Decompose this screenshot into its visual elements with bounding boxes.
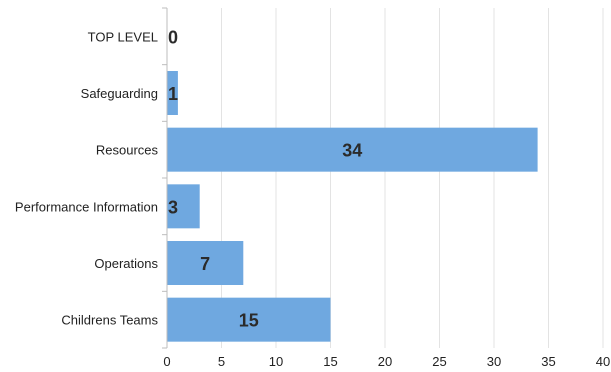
category-label: Safeguarding bbox=[81, 86, 158, 101]
x-tick-label-40: 40 bbox=[596, 354, 610, 369]
grid-lines bbox=[221, 8, 604, 348]
axes bbox=[162, 7, 168, 349]
data-label: 34 bbox=[342, 141, 362, 161]
bar-performance-information bbox=[167, 184, 200, 229]
data-label: 0 bbox=[168, 27, 178, 47]
x-tick-label-20: 20 bbox=[378, 354, 392, 369]
data-label: 1 bbox=[168, 84, 178, 104]
x-tick-label-10: 10 bbox=[269, 354, 283, 369]
category-label: Operations bbox=[94, 256, 158, 271]
bar-childrens-teams bbox=[167, 297, 331, 342]
x-tick-label-35: 35 bbox=[541, 354, 555, 369]
x-tick-label-15: 15 bbox=[323, 354, 337, 369]
data-label: 15 bbox=[239, 311, 259, 331]
category-label: Childrens Teams bbox=[61, 313, 158, 328]
labels: 0 5 10 15 20 25 30 35 40 TOP LEVEL 0 Safeguarding 1 R… bbox=[15, 27, 610, 369]
bar-resources bbox=[167, 127, 538, 172]
x-tick-label-25: 25 bbox=[432, 354, 446, 369]
x-tick-label-0: 0 bbox=[163, 354, 170, 369]
bar-safeguarding bbox=[167, 71, 178, 115]
bars bbox=[167, 71, 538, 342]
x-tick-label-30: 30 bbox=[487, 354, 501, 369]
category-label: TOP LEVEL bbox=[88, 29, 158, 44]
category-label: Performance Information bbox=[15, 199, 158, 214]
bar-operations bbox=[167, 241, 244, 285]
data-label: 7 bbox=[200, 254, 210, 274]
data-label: 3 bbox=[168, 197, 178, 217]
category-label: Resources bbox=[96, 143, 159, 158]
x-tick-label-5: 5 bbox=[218, 354, 225, 369]
